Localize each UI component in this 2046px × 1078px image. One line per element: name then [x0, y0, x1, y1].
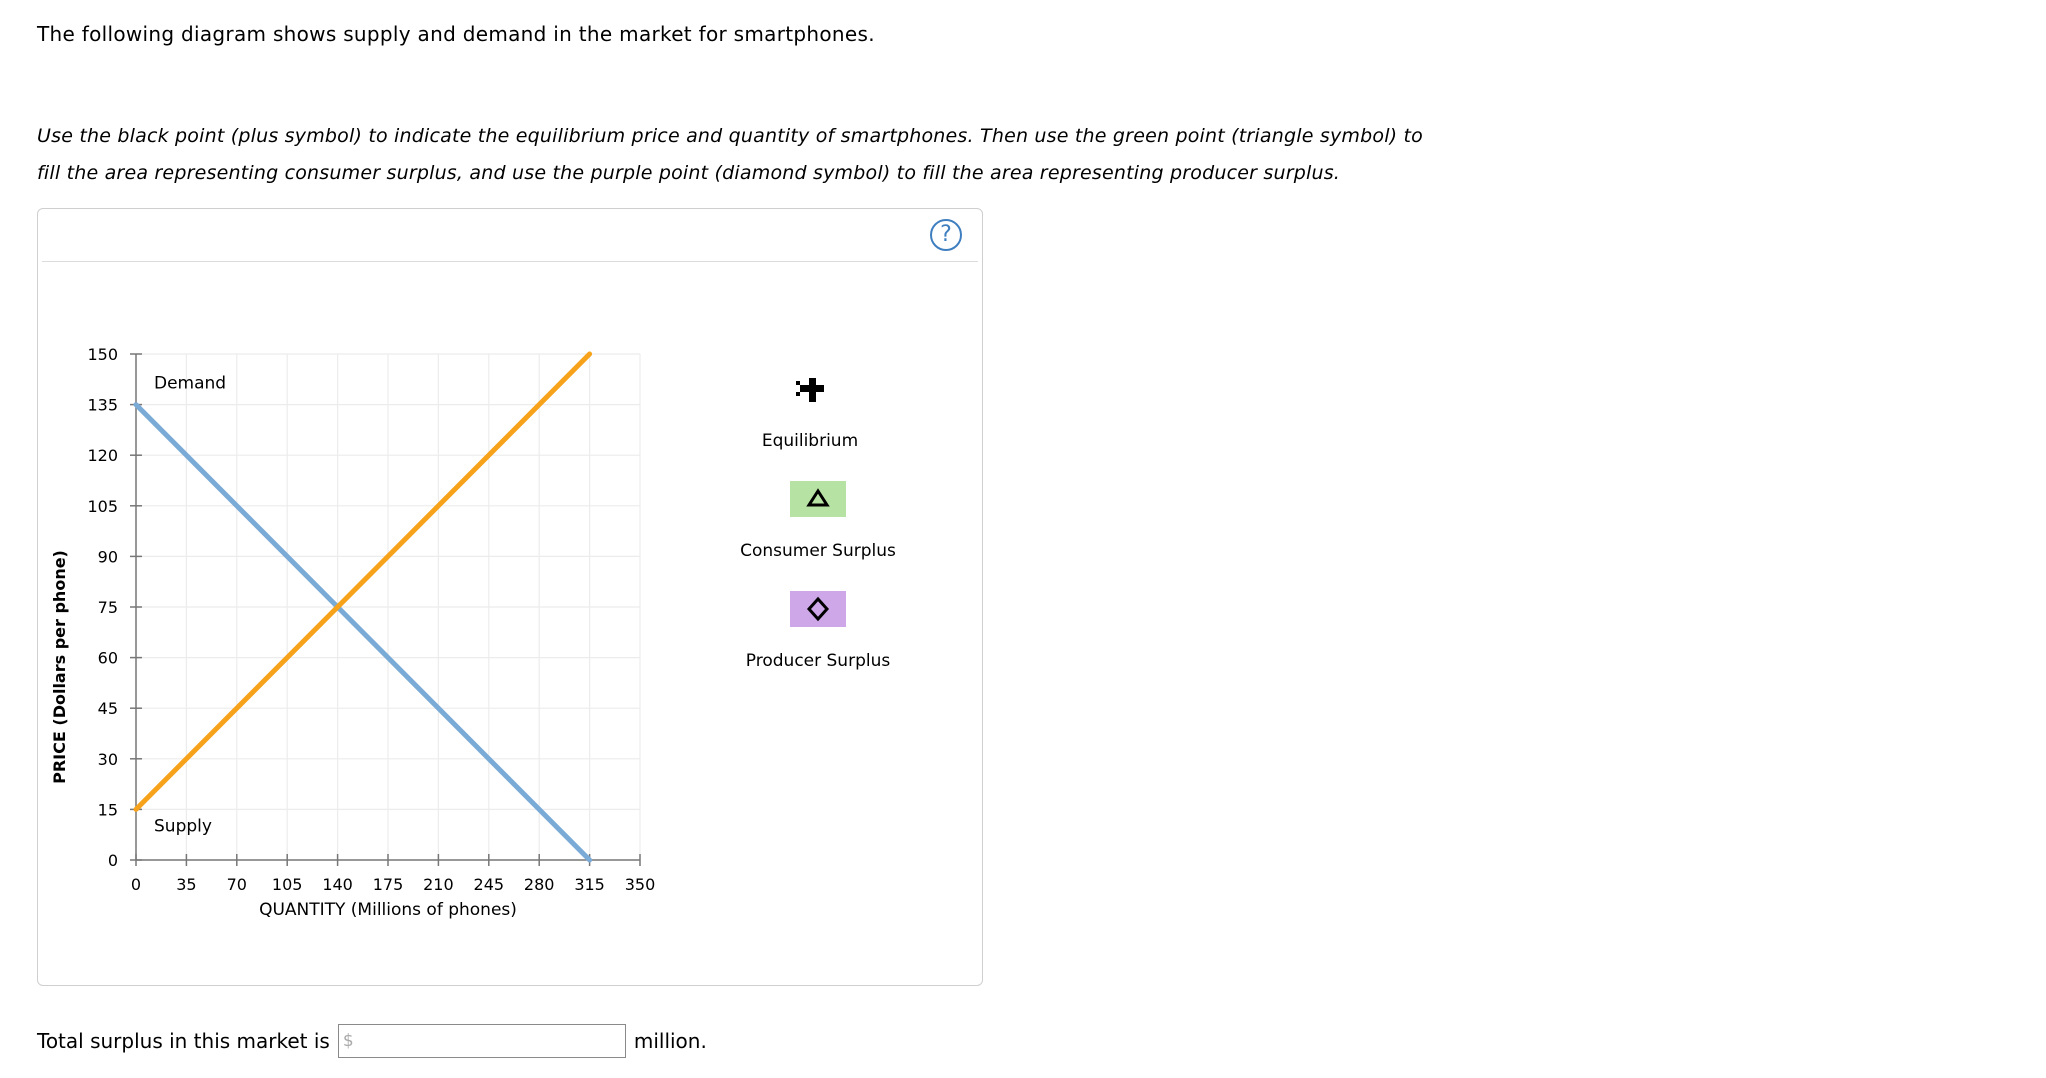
series-supply-label: Supply: [154, 816, 212, 836]
y-tick-label: 150: [87, 345, 118, 364]
instruction-line-1: Use the black point (plus symbol) to ind…: [37, 125, 1423, 147]
diamond-icon: [806, 596, 830, 622]
help-button[interactable]: ?: [930, 219, 962, 251]
total-surplus-row: Total surplus in this market is million.: [37, 1023, 707, 1059]
y-tick-label: 120: [87, 446, 118, 465]
y-tick-label: 75: [98, 598, 118, 617]
x-tick-label: 280: [524, 875, 555, 894]
equilibrium-tool[interactable]: [796, 375, 824, 403]
total-surplus-suffix: million.: [633, 1029, 707, 1053]
y-tick-label: 45: [98, 699, 118, 718]
x-tick-label: 245: [474, 875, 505, 894]
panel-header: ?: [42, 209, 978, 262]
y-tick-label: 60: [98, 649, 118, 668]
instructions: Use the black point (plus symbol) to ind…: [37, 118, 1537, 192]
series-demand-line: [133, 402, 593, 863]
producer-surplus-tool[interactable]: [790, 591, 846, 627]
instruction-line-2: fill the area representing consumer surp…: [37, 162, 1341, 184]
x-axis-title: QUANTITY (Millions of phones): [259, 900, 517, 920]
equilibrium-label: Equilibrium: [761, 431, 859, 451]
series-demand-label: Demand: [154, 374, 226, 394]
y-tick-label: 135: [87, 396, 118, 415]
consumer-surplus-label: Consumer Surplus: [740, 541, 896, 561]
intro-text: The following diagram shows supply and d…: [37, 22, 875, 46]
x-tick-label: 70: [227, 875, 247, 894]
x-tick-label: 140: [322, 875, 353, 894]
x-tick-label: 210: [423, 875, 454, 894]
total-surplus-input[interactable]: [337, 1024, 626, 1058]
series-supply-line: [133, 351, 593, 812]
x-tick-label: 315: [574, 875, 605, 894]
x-tick-label: 105: [272, 875, 303, 894]
graph-panel: ? 0 35 70 105 140 175 210 245 280 315 350 0 15 30 45 60…: [37, 208, 983, 986]
x-tick-label: 350: [625, 875, 656, 894]
y-tick-label: 15: [98, 800, 118, 819]
supply-demand-chart: 0 35 70 105 140 175 210 245 280 315 350 0 15 30 45 60 75…: [50, 345, 656, 920]
x-tick-label: 0: [131, 875, 141, 894]
total-surplus-prefix: Total surplus in this market is: [37, 1029, 330, 1053]
x-tick-label: 35: [176, 875, 196, 894]
y-tick-label: 105: [87, 497, 118, 516]
y-axis-title: PRICE (Dollars per phone): [50, 550, 69, 784]
y-tick-label: 90: [98, 547, 118, 566]
plus-icon: [796, 378, 824, 402]
y-tick-label: 0: [108, 851, 118, 870]
triangle-icon: [806, 488, 830, 507]
producer-surplus-label: Producer Surplus: [745, 651, 891, 671]
x-tick-label: 175: [373, 875, 404, 894]
consumer-surplus-tool[interactable]: [790, 481, 846, 517]
y-tick-label: 30: [98, 750, 118, 769]
